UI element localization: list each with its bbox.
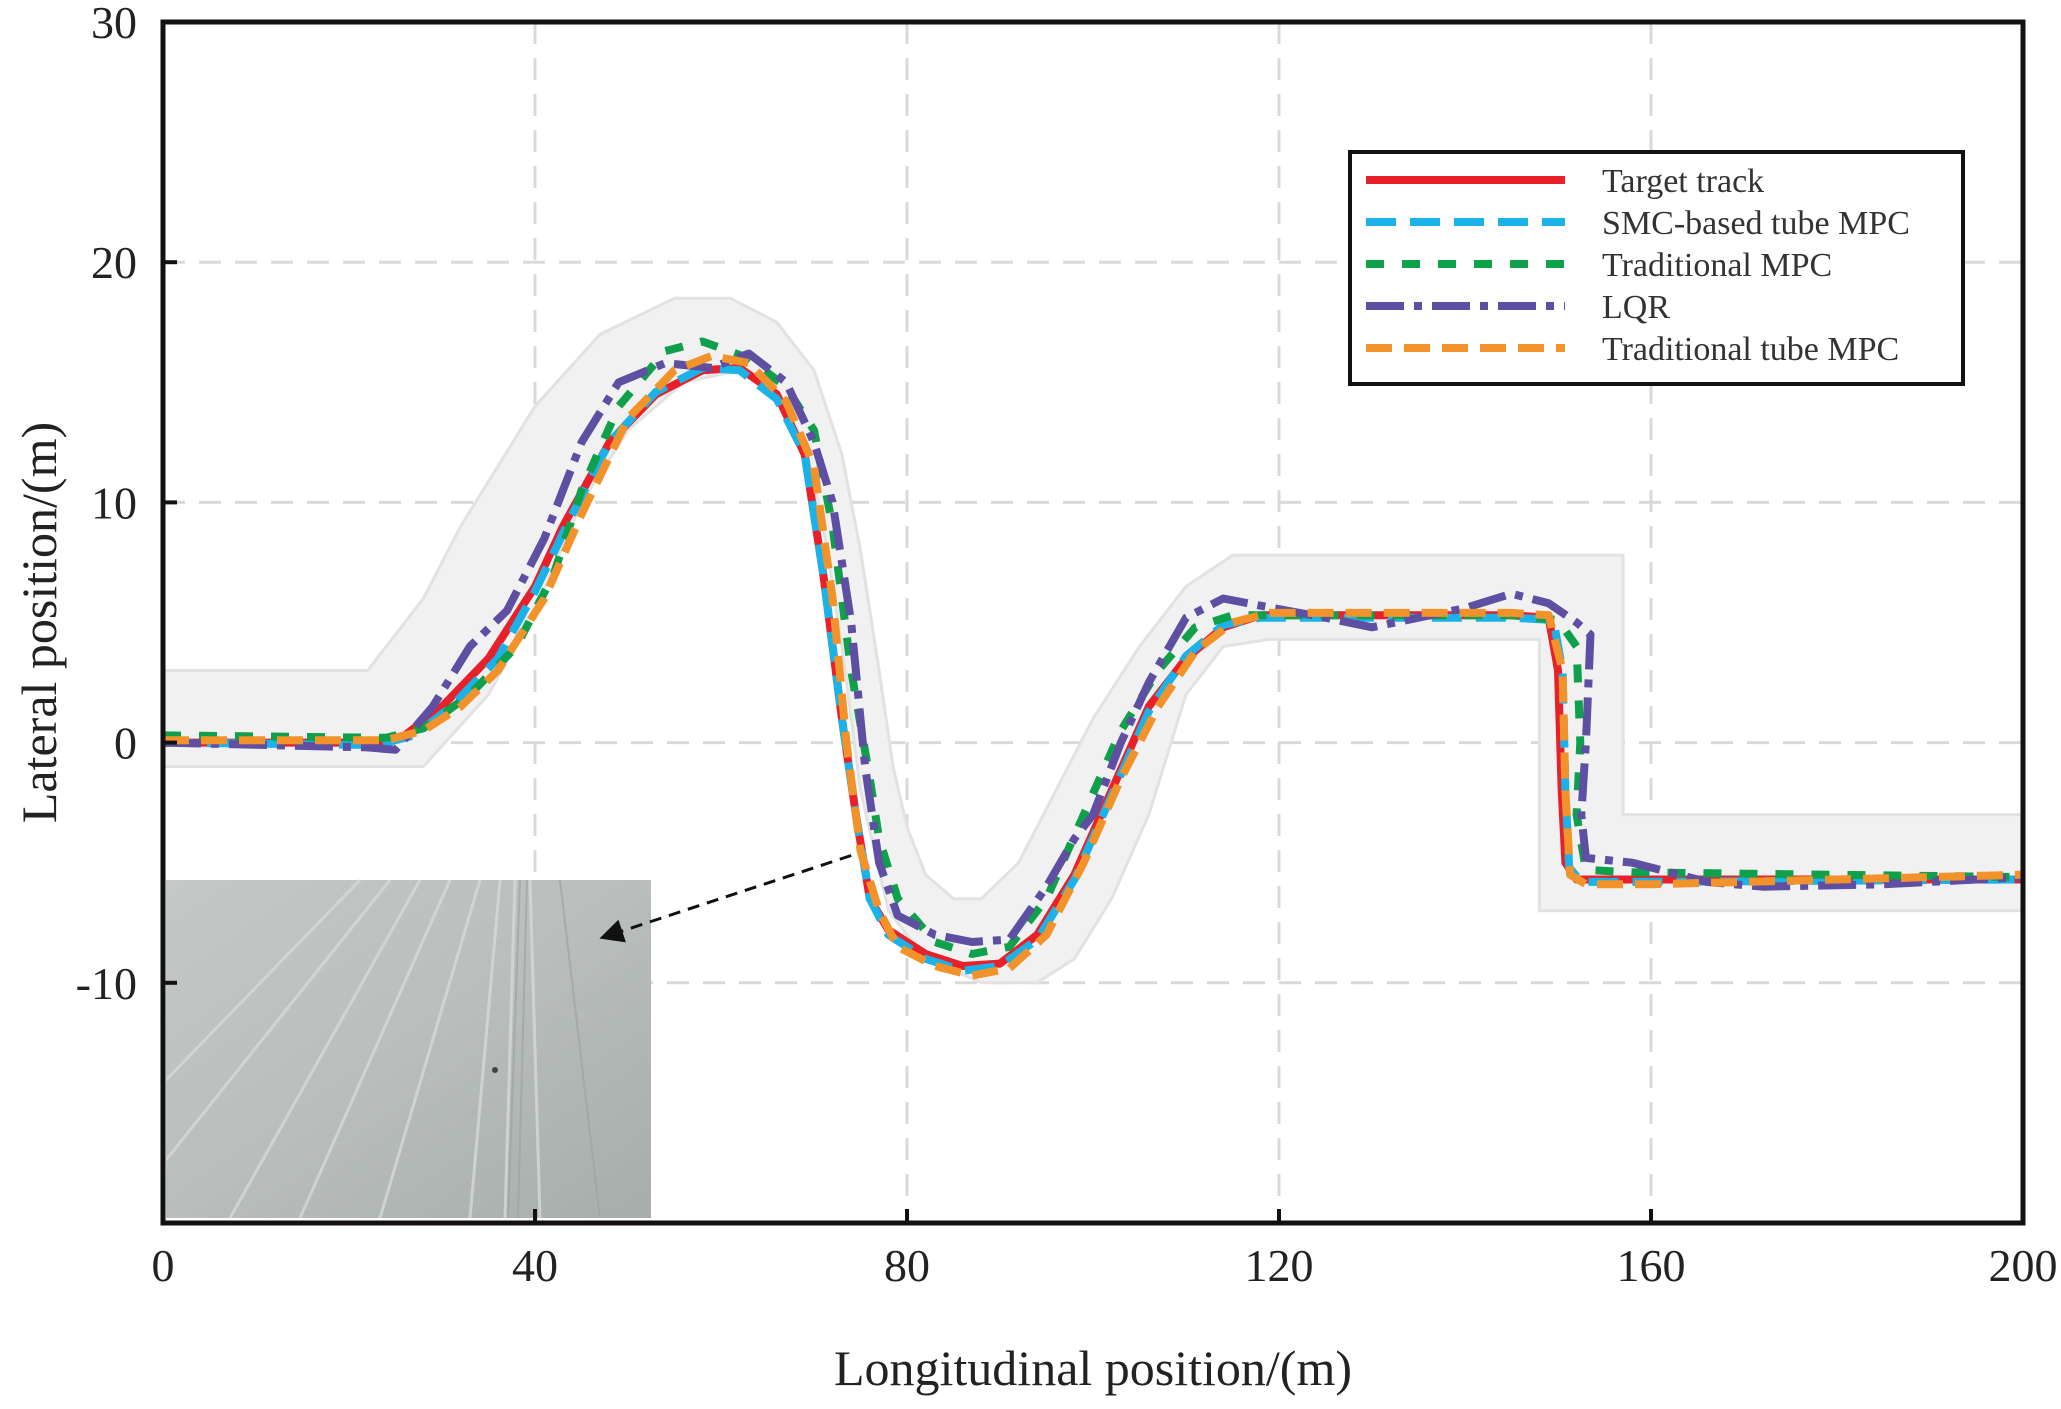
series-line-lqr [162, 349, 2024, 946]
legend-label-smc-based-tube-mpc: SMC-based tube MPC [1602, 205, 1910, 242]
x-tick-label-3: 120 [1245, 1240, 1314, 1291]
x-tick-label-1: 40 [512, 1240, 558, 1291]
x-axis-title: Longitudinal position/(m) [834, 1340, 1352, 1396]
y-tick-label-2: 10 [91, 477, 137, 528]
data-series [162, 337, 2024, 980]
axis-ticks: 0 40 80 120 160 200 -10 0 10 20 30 [76, 0, 2058, 1291]
legend: Target track SMC-based tube MPC Traditiona… [1348, 150, 1965, 386]
legend-label-traditional-mpc: Traditional MPC [1602, 247, 1832, 284]
series-line-traditional-tube-mpc [163, 351, 2024, 980]
y-tick-label-1: 0 [114, 718, 137, 769]
series-line-traditional-mpc [162, 337, 2024, 958]
legend-label-lqr: LQR [1602, 289, 1670, 326]
y-tick-label-0: -10 [76, 958, 137, 1009]
y-axis-title: Lateral position/(m) [11, 422, 67, 823]
x-tick-label-5: 200 [1989, 1240, 2058, 1291]
legend-label-target-track: Target track [1602, 163, 1764, 200]
y-tick-label-4: 30 [91, 0, 137, 48]
y-tick-label-3: 20 [91, 237, 137, 288]
annotation-arrow [599, 854, 852, 943]
inset-snow-photo [164, 878, 651, 1219]
legend-label-traditional-tube-mpc: Traditional tube MPC [1602, 331, 1899, 368]
x-tick-label-2: 80 [884, 1240, 930, 1291]
axes-frame [160, 19, 2026, 1226]
x-tick-label-4: 160 [1617, 1240, 1686, 1291]
x-tick-label-0: 0 [152, 1240, 175, 1291]
